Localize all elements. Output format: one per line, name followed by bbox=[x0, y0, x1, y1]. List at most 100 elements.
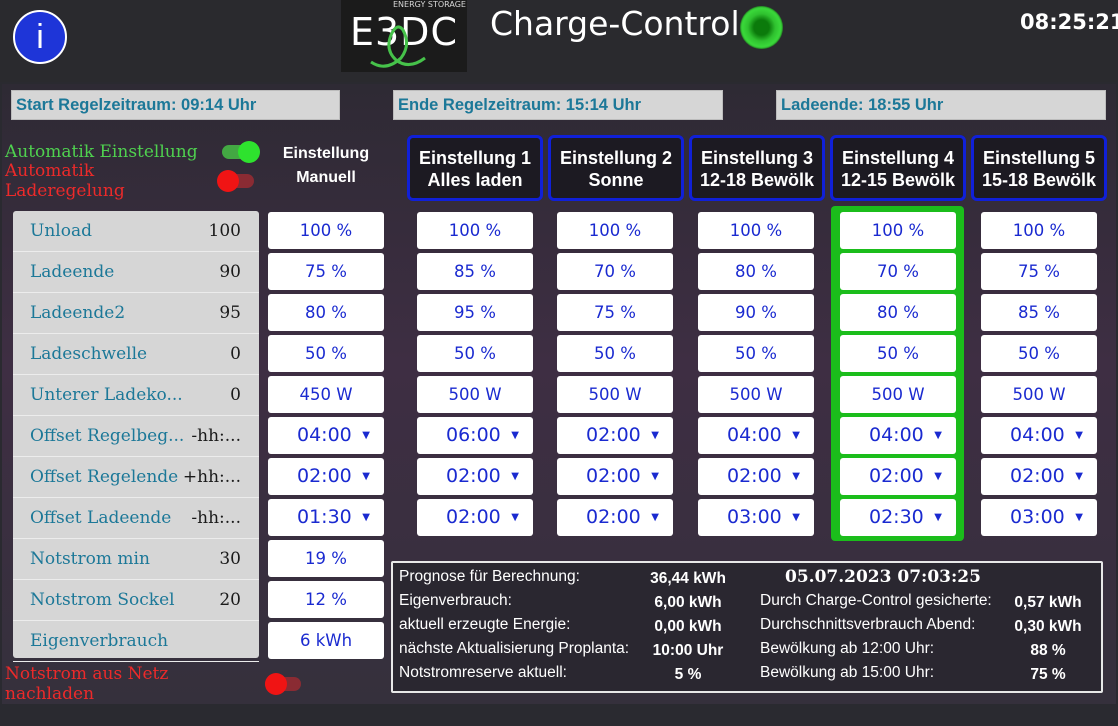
chevron-down-icon: ▼ bbox=[934, 512, 942, 523]
preset-time-select[interactable]: 02:00 ▼ bbox=[557, 499, 673, 536]
preset-value-input[interactable]: 50 % bbox=[698, 335, 814, 372]
preset-value-input-text: 75 % bbox=[1018, 262, 1060, 281]
preset-time-select[interactable]: 04:00 ▼ bbox=[698, 417, 814, 454]
preset-value-input[interactable]: 50 % bbox=[981, 335, 1097, 372]
automatik-laderegelung-toggle[interactable] bbox=[217, 170, 254, 192]
preset-value-input[interactable]: 85 % bbox=[417, 253, 533, 290]
preset-value-input[interactable]: 95 % bbox=[417, 294, 533, 331]
preset-value-input[interactable]: 50 % bbox=[417, 335, 533, 372]
manual-value-input[interactable]: 6 kWh bbox=[268, 622, 384, 659]
preset-value-input[interactable]: 100 % bbox=[981, 212, 1097, 249]
manual-value-input[interactable]: 75 % bbox=[268, 253, 384, 290]
preset-value-input[interactable]: 500 W bbox=[557, 376, 673, 413]
preset-header-5[interactable]: Einstellung 5 15-18 Bewölk bbox=[971, 135, 1107, 201]
preset-header-line2: Sonne bbox=[588, 170, 644, 190]
preset-value-input[interactable]: 500 W bbox=[840, 376, 956, 413]
preset-time-select[interactable]: 03:00 ▼ bbox=[981, 499, 1097, 536]
preset-value-input[interactable]: 75 % bbox=[557, 294, 673, 331]
manual-value-input[interactable]: 450 W bbox=[268, 376, 384, 413]
chevron-down-icon: ▼ bbox=[1075, 471, 1083, 482]
notstrom-netz-toggle[interactable] bbox=[265, 673, 301, 695]
chevron-down-icon: ▼ bbox=[511, 471, 519, 482]
preset-header-4[interactable]: Einstellung 4 12-15 Bewölk bbox=[830, 135, 966, 201]
preset-value-input-text: 50 % bbox=[877, 344, 919, 363]
preset-time-select[interactable]: 02:00 ▼ bbox=[417, 458, 533, 495]
parameter-value: 95 bbox=[219, 303, 241, 323]
preset-time-select[interactable]: 02:00 ▼ bbox=[981, 458, 1097, 495]
manual-time-select[interactable]: 02:00 ▼ bbox=[268, 458, 384, 495]
forecast-value: 10:00 Uhr bbox=[652, 642, 724, 659]
preset-value-input[interactable]: 90 % bbox=[698, 294, 814, 331]
chevron-down-icon: ▼ bbox=[1075, 430, 1083, 441]
preset-time-select-text: 04:00 bbox=[869, 424, 924, 446]
preset-value-input[interactable]: 500 W bbox=[698, 376, 814, 413]
preset-value-input[interactable]: 70 % bbox=[840, 253, 956, 290]
chevron-down-icon: ▼ bbox=[362, 430, 370, 441]
preset-time-select[interactable]: 02:00 ▼ bbox=[698, 458, 814, 495]
preset-time-select[interactable]: 02:00 ▼ bbox=[557, 458, 673, 495]
preset-value-input[interactable]: 500 W bbox=[417, 376, 533, 413]
preset-time-select[interactable]: 02:00 ▼ bbox=[557, 417, 673, 454]
manual-header-line2: Manuell bbox=[296, 169, 356, 186]
preset-time-select[interactable]: 03:00 ▼ bbox=[698, 499, 814, 536]
chevron-down-icon: ▼ bbox=[934, 430, 942, 441]
preset-value-input[interactable]: 100 % bbox=[840, 212, 956, 249]
preset-value-input-text: 50 % bbox=[454, 344, 496, 363]
manual-value-input[interactable]: 12 % bbox=[268, 581, 384, 618]
manual-value-input[interactable]: 100 % bbox=[268, 212, 384, 249]
preset-value-input-text: 90 % bbox=[735, 303, 777, 322]
parameter-value: 0 bbox=[230, 344, 241, 364]
preset-value-input[interactable]: 100 % bbox=[417, 212, 533, 249]
preset-value-input[interactable]: 100 % bbox=[698, 212, 814, 249]
preset-value-input[interactable]: 80 % bbox=[698, 253, 814, 290]
forecast-value: 0,57 kWh bbox=[1014, 594, 1082, 611]
preset-header-3[interactable]: Einstellung 3 12-18 Bewölk bbox=[689, 135, 825, 201]
preset-time-select[interactable]: 04:00 ▼ bbox=[840, 417, 956, 454]
manual-time-select[interactable]: 04:00 ▼ bbox=[268, 417, 384, 454]
preset-header-2[interactable]: Einstellung 2 Sonne bbox=[548, 135, 684, 201]
manual-value-input-text: 12 % bbox=[305, 590, 347, 609]
preset-value-input[interactable]: 70 % bbox=[557, 253, 673, 290]
preset-value-input[interactable]: 100 % bbox=[557, 212, 673, 249]
clock: 08:25:21 bbox=[1020, 10, 1118, 34]
forecast-label: Bewölkung ab 12:00 Uhr: bbox=[760, 640, 935, 657]
forecast-label: Prognose für Berechnung: bbox=[399, 568, 580, 585]
top-bar bbox=[0, 0, 1118, 82]
manual-value-input[interactable]: 80 % bbox=[268, 294, 384, 331]
automatik-einstellung-toggle[interactable] bbox=[222, 141, 260, 163]
e3dc-logo: ENERGY STORAGE E3DC bbox=[341, 0, 467, 72]
manual-value-input-text: 450 W bbox=[299, 385, 353, 404]
parameter-value: -hh:... bbox=[191, 508, 241, 528]
preset-value-input[interactable]: 500 W bbox=[981, 376, 1097, 413]
preset-value-input[interactable]: 50 % bbox=[557, 335, 673, 372]
parameter-label: Notstrom min bbox=[30, 549, 150, 569]
automatik-einstellung-label: Automatik Einstellung bbox=[5, 142, 198, 162]
info-button[interactable]: i bbox=[13, 10, 67, 64]
preset-value-input[interactable]: 50 % bbox=[840, 335, 956, 372]
preset-time-select-text: 04:00 bbox=[727, 424, 782, 446]
manual-column-header: Einstellung Manuell bbox=[268, 142, 384, 190]
chevron-down-icon: ▼ bbox=[792, 471, 800, 482]
preset-header-line2: 12-18 Bewölk bbox=[699, 170, 815, 190]
preset-value-input[interactable]: 80 % bbox=[840, 294, 956, 331]
forecast-value: 0,30 kWh bbox=[1014, 618, 1082, 635]
preset-time-select[interactable]: 02:00 ▼ bbox=[840, 458, 956, 495]
parameter-list: Unload 100 Ladeende 90 Ladeende2 95 Ladeschwel… bbox=[13, 211, 259, 662]
preset-time-select-text: 02:00 bbox=[727, 465, 782, 487]
preset-time-select-text: 03:00 bbox=[727, 506, 782, 528]
parameter-label: Offset Regelende bbox=[30, 467, 179, 487]
preset-time-select[interactable]: 06:00 ▼ bbox=[417, 417, 533, 454]
manual-value-input[interactable]: 19 % bbox=[268, 540, 384, 577]
preset-value-input[interactable]: 85 % bbox=[981, 294, 1097, 331]
preset-value-input-text: 50 % bbox=[594, 344, 636, 363]
parameter-label: Ladeende bbox=[30, 262, 115, 282]
preset-value-input-text: 500 W bbox=[448, 385, 502, 404]
preset-time-select[interactable]: 02:00 ▼ bbox=[417, 499, 533, 536]
preset-header-1[interactable]: Einstellung 1 Alles laden bbox=[407, 135, 543, 201]
preset-time-select[interactable]: 04:00 ▼ bbox=[981, 417, 1097, 454]
preset-value-input[interactable]: 75 % bbox=[981, 253, 1097, 290]
manual-time-select[interactable]: 01:30 ▼ bbox=[268, 499, 384, 536]
manual-value-input[interactable]: 50 % bbox=[268, 335, 384, 372]
preset-time-select-text: 02:00 bbox=[586, 506, 641, 528]
preset-time-select[interactable]: 02:30 ▼ bbox=[840, 499, 956, 536]
